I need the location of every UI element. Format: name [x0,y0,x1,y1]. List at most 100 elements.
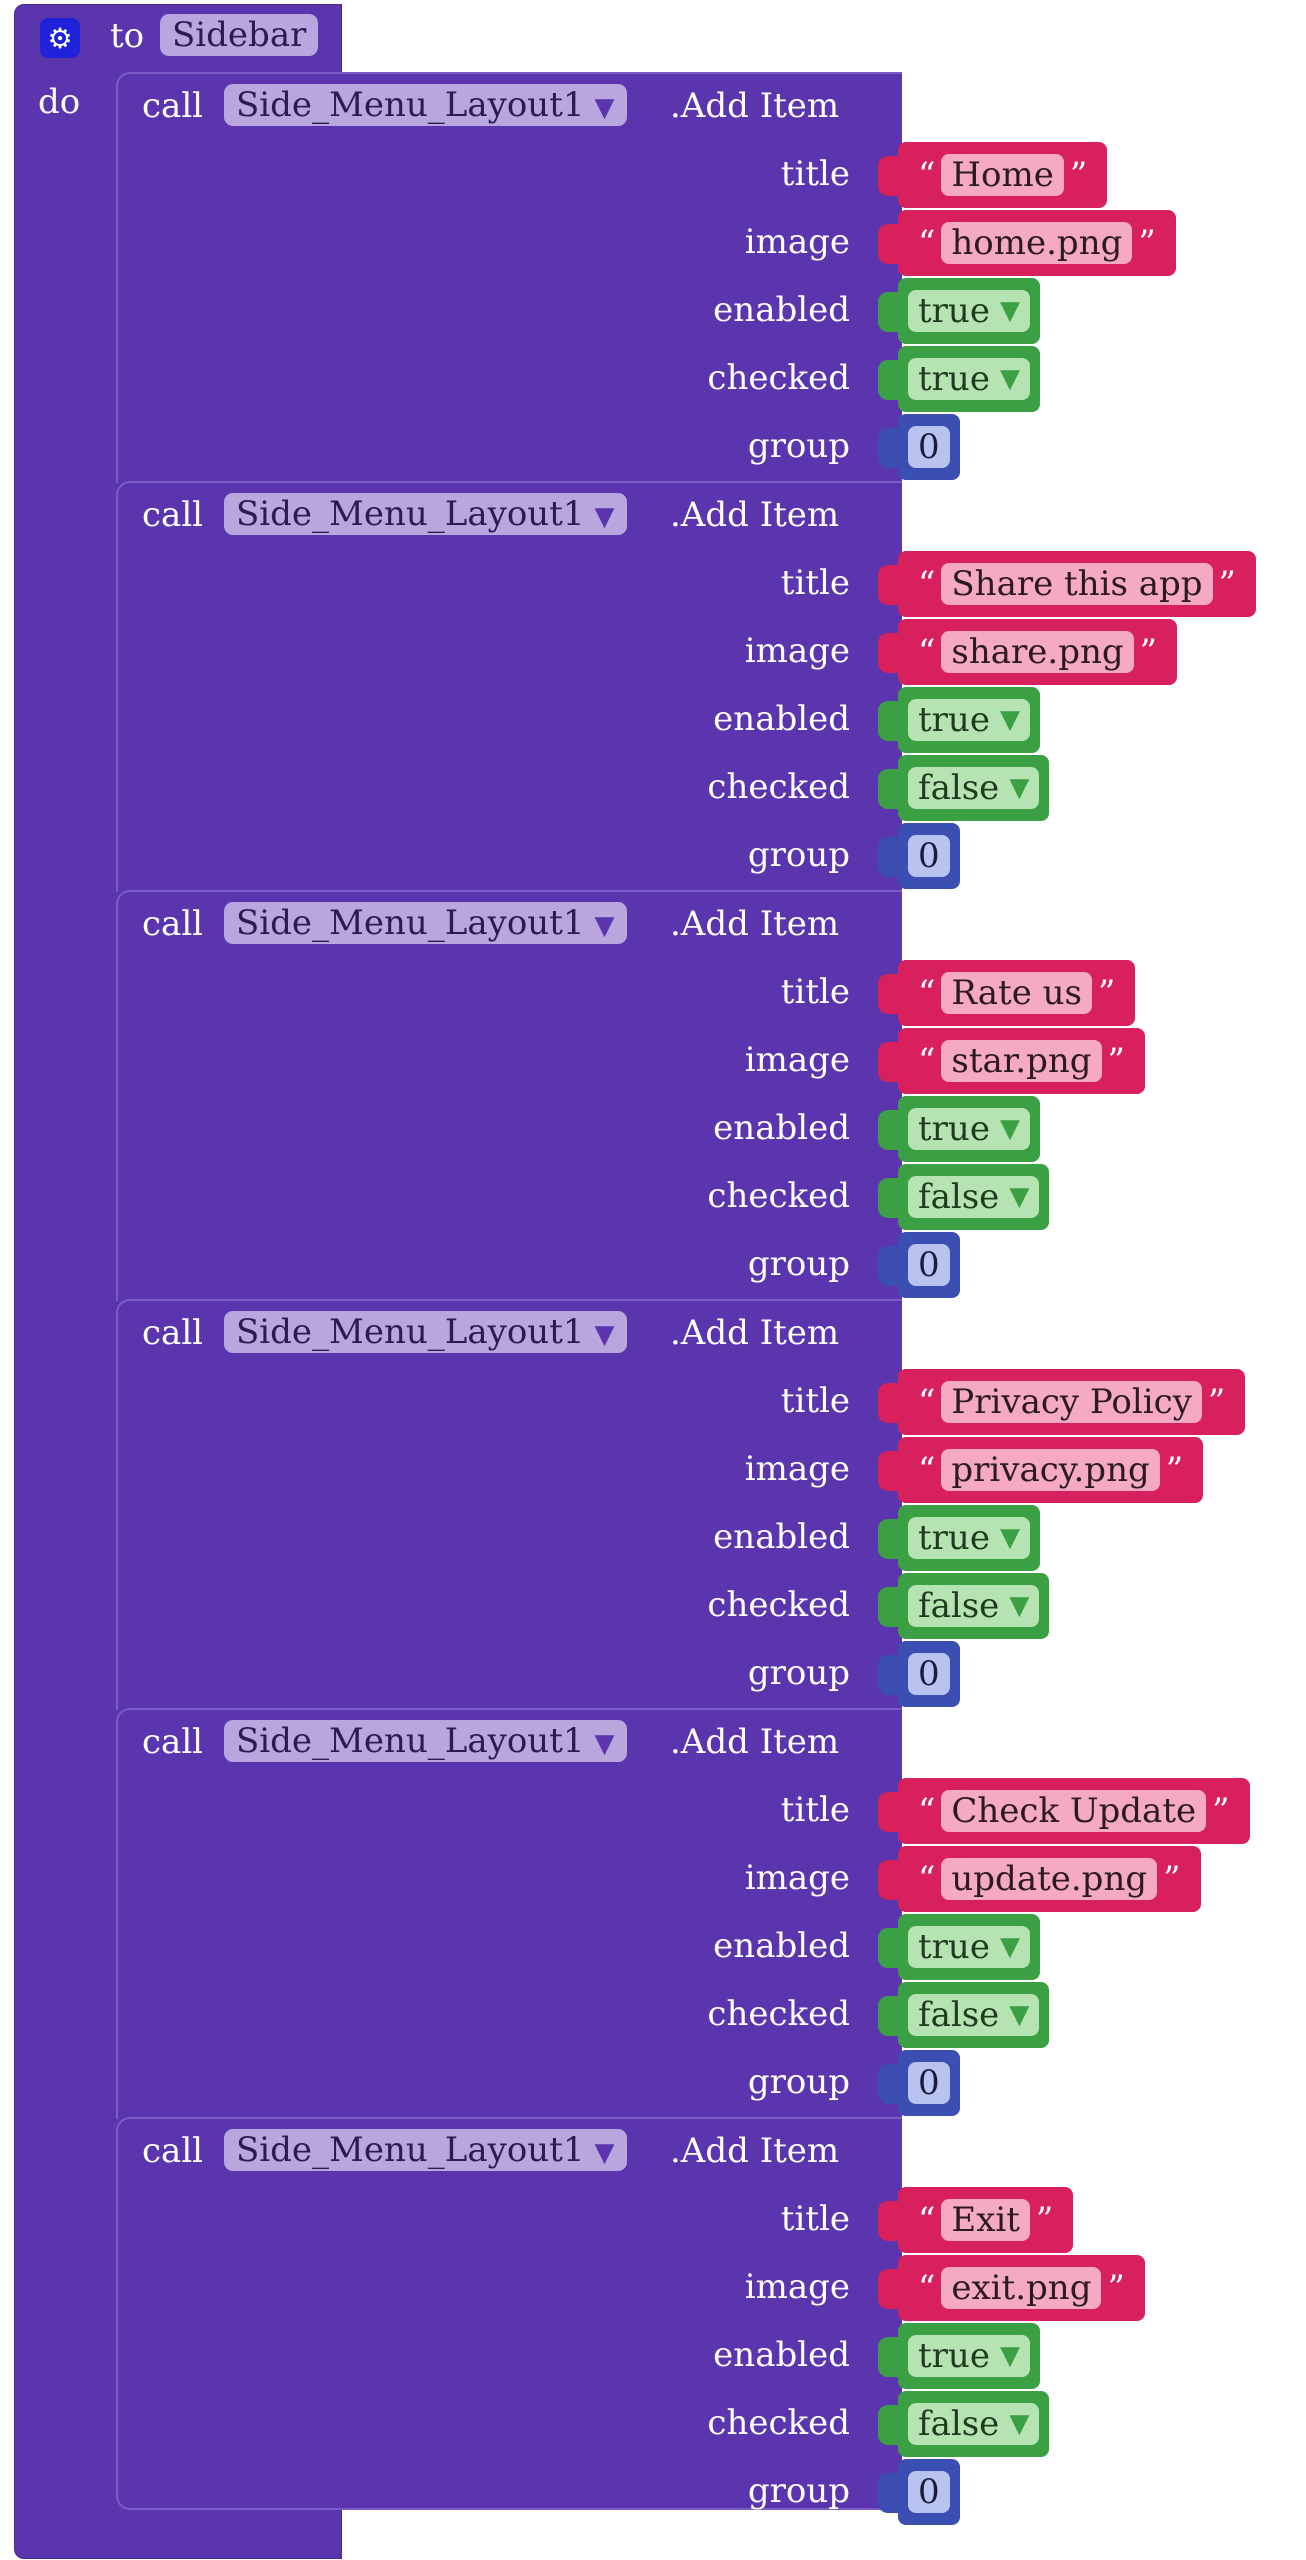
component-dropdown[interactable]: Side_Menu_Layout1 ▼ [224,1311,627,1353]
boolean-block[interactable]: false ▼ [898,755,1050,821]
call-block[interactable] [116,72,902,483]
call-block[interactable] [116,2117,902,2510]
component-dropdown[interactable]: Side_Menu_Layout1 ▼ [224,1720,627,1762]
chevron-down-icon[interactable]: ▼ [594,911,615,941]
text-block[interactable]: “update.png” [898,1846,1201,1912]
boolean-block[interactable]: true ▼ [898,1914,1040,1980]
text-value[interactable]: share.png [941,631,1134,673]
text-value[interactable]: Share this app [941,563,1213,605]
text-value[interactable]: Exit [941,2199,1030,2241]
text-block[interactable]: “share.png” [898,619,1178,685]
gear-icon[interactable]: ⚙ [40,18,80,58]
text-block[interactable]: “exit.png” [898,2255,1145,2321]
number-value[interactable]: 0 [908,835,950,877]
chevron-down-icon[interactable]: ▼ [1009,2000,1030,2030]
component-dropdown[interactable]: Side_Menu_Layout1 ▼ [224,84,627,126]
number-value[interactable]: 0 [908,426,950,468]
boolean-block[interactable]: true ▼ [898,687,1040,753]
chevron-down-icon[interactable]: ▼ [999,1523,1020,1553]
boolean-block[interactable]: false ▼ [898,1982,1050,2048]
boolean-dropdown[interactable]: false ▼ [908,1585,1040,1627]
call-keyword: call [142,1722,204,1762]
text-value[interactable]: exit.png [941,2267,1102,2309]
boolean-dropdown[interactable]: false ▼ [908,767,1040,809]
boolean-value: false [918,1995,1000,2035]
chevron-down-icon[interactable]: ▼ [999,2341,1020,2371]
text-value[interactable]: Home [941,154,1064,196]
boolean-block[interactable]: true ▼ [898,1505,1040,1571]
chevron-down-icon[interactable]: ▼ [1009,1591,1030,1621]
chevron-down-icon[interactable]: ▼ [999,296,1020,326]
text-value[interactable]: Check Update [941,1790,1207,1832]
number-value[interactable]: 0 [908,2062,950,2104]
boolean-dropdown[interactable]: true ▼ [908,2335,1030,2377]
chevron-down-icon[interactable]: ▼ [594,2138,615,2168]
boolean-block[interactable]: false ▼ [898,2391,1050,2457]
chevron-down-icon[interactable]: ▼ [999,1932,1020,1962]
text-block[interactable]: “star.png” [898,1028,1145,1094]
text-block[interactable]: “home.png” [898,210,1176,276]
boolean-dropdown[interactable]: false ▼ [908,2403,1040,2445]
text-block[interactable]: “Check Update” [898,1778,1250,1844]
boolean-dropdown[interactable]: true ▼ [908,1517,1030,1559]
chevron-down-icon[interactable]: ▼ [999,1114,1020,1144]
boolean-dropdown[interactable]: true ▼ [908,1108,1030,1150]
boolean-block[interactable]: true ▼ [898,1096,1040,1162]
method-name: .Add Item [670,86,840,126]
number-block[interactable]: 0 [898,1641,960,1707]
boolean-dropdown[interactable]: true ▼ [908,290,1030,332]
method-name: .Add Item [670,1313,840,1353]
chevron-down-icon[interactable]: ▼ [1009,773,1030,803]
call-block[interactable] [116,481,902,892]
text-block[interactable]: “privacy.png” [898,1437,1204,1503]
number-value[interactable]: 0 [908,1653,950,1695]
number-block[interactable]: 0 [898,823,960,889]
boolean-block[interactable]: true ▼ [898,2323,1040,2389]
number-value[interactable]: 0 [908,1244,950,1286]
boolean-dropdown[interactable]: true ▼ [908,1926,1030,1968]
boolean-block[interactable]: false ▼ [898,1573,1050,1639]
chevron-down-icon[interactable]: ▼ [1009,1182,1030,1212]
number-value[interactable]: 0 [908,2471,950,2513]
chevron-down-icon[interactable]: ▼ [594,1729,615,1759]
text-block[interactable]: “Home” [898,142,1108,208]
component-dropdown[interactable]: Side_Menu_Layout1 ▼ [224,2129,627,2171]
number-block[interactable]: 0 [898,2459,960,2525]
chevron-down-icon[interactable]: ▼ [594,502,615,532]
component-dropdown[interactable]: Side_Menu_Layout1 ▼ [224,493,627,535]
component-dropdown[interactable]: Side_Menu_Layout1 ▼ [224,902,627,944]
boolean-dropdown[interactable]: true ▼ [908,699,1030,741]
call-block[interactable] [116,890,902,1301]
boolean-dropdown[interactable]: true ▼ [908,358,1030,400]
arg-label-image: image [744,2267,850,2307]
text-value[interactable]: Rate us [941,972,1092,1014]
chevron-down-icon[interactable]: ▼ [1009,2409,1030,2439]
open-quote: “ [918,1041,936,1081]
chevron-down-icon[interactable]: ▼ [594,93,615,123]
chevron-down-icon[interactable]: ▼ [999,705,1020,735]
chevron-down-icon[interactable]: ▼ [999,364,1020,394]
boolean-block[interactable]: true ▼ [898,278,1040,344]
number-block[interactable]: 0 [898,1232,960,1298]
text-value[interactable]: privacy.png [941,1449,1160,1491]
text-value[interactable]: update.png [941,1858,1158,1900]
number-block[interactable]: 0 [898,414,960,480]
boolean-block[interactable]: true ▼ [898,346,1040,412]
text-block[interactable]: “Exit” [898,2187,1074,2253]
boolean-dropdown[interactable]: false ▼ [908,1994,1040,2036]
text-value[interactable]: home.png [941,222,1133,264]
text-value[interactable]: Privacy Policy [941,1381,1202,1423]
boolean-dropdown[interactable]: false ▼ [908,1176,1040,1218]
number-block[interactable]: 0 [898,2050,960,2116]
boolean-block[interactable]: false ▼ [898,1164,1050,1230]
procedure-name[interactable]: Sidebar [160,14,319,56]
text-block[interactable]: “Rate us” [898,960,1136,1026]
call-block[interactable] [116,1299,902,1710]
text-block[interactable]: “Share this app” [898,551,1256,617]
chevron-down-icon[interactable]: ▼ [594,1320,615,1350]
call-block[interactable] [116,1708,902,2119]
socket-connector [878,1519,898,1559]
text-value[interactable]: star.png [941,1040,1102,1082]
text-block[interactable]: “Privacy Policy” [898,1369,1246,1435]
component-name: Side_Menu_Layout1 [236,1312,585,1352]
